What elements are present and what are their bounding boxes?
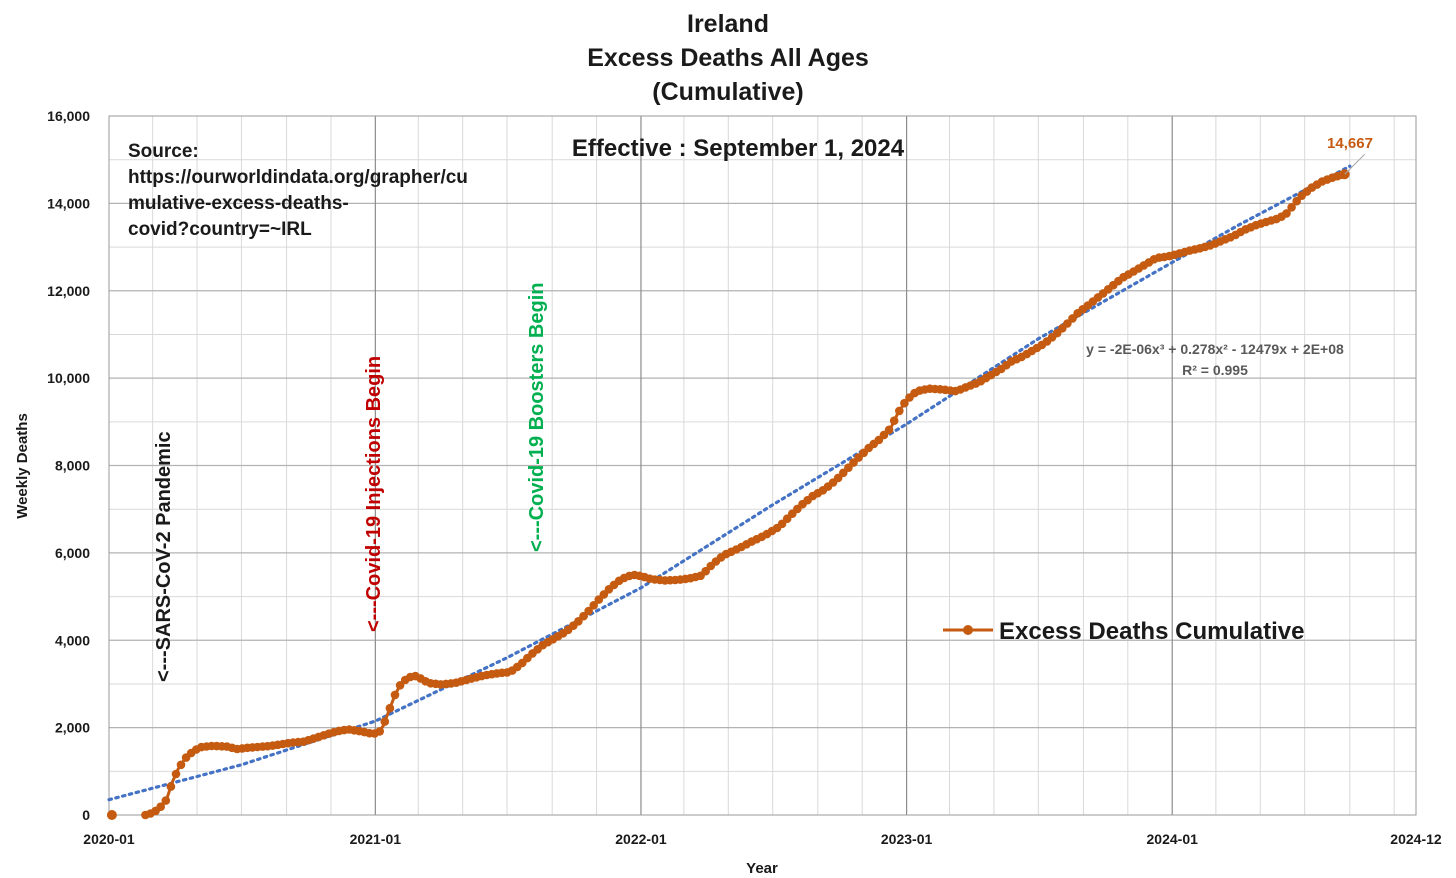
x-tick-label: 2023-01 — [881, 831, 933, 847]
series-point — [395, 681, 405, 690]
series-point — [1282, 209, 1291, 218]
last-value-label: 14,667 — [1327, 135, 1373, 152]
x-tick-label: 2021-01 — [350, 831, 402, 847]
series-point — [375, 727, 385, 736]
major-gridlines — [109, 116, 1416, 815]
chart-title-line-3: (Cumulative) — [652, 78, 803, 106]
series-point — [884, 425, 894, 435]
series-point — [380, 717, 390, 726]
series-excess-deaths — [106, 169, 1350, 820]
y-tick-label: 8,000 — [55, 458, 90, 474]
y-tick-label: 0 — [82, 807, 90, 823]
series-point — [176, 760, 186, 770]
source-url-line-3: covid?country=~IRL — [128, 219, 312, 240]
series-point — [161, 796, 171, 805]
series-point — [889, 416, 899, 426]
y-tick-label: 4,000 — [55, 632, 90, 648]
y-tick-label: 16,000 — [47, 108, 90, 124]
series-point — [900, 398, 909, 408]
chart-title-line-1: Ireland — [687, 10, 769, 38]
plot-area — [108, 115, 1417, 816]
y-axis-label: Weekly Deaths — [14, 413, 31, 519]
last-value-leader — [1344, 153, 1366, 175]
chart-title-line-2: Excess Deaths All Ages — [587, 44, 869, 72]
x-axis-label: Year — [746, 860, 778, 877]
series-point — [166, 782, 176, 791]
series-point — [1287, 203, 1296, 212]
series-point — [156, 802, 165, 811]
legend: Excess Deaths Cumulative — [943, 618, 1304, 645]
y-tick-label: 2,000 — [55, 720, 90, 736]
series-point — [106, 810, 117, 820]
legend-dot-marker — [963, 625, 973, 635]
source-label: Source: — [128, 141, 199, 162]
x-tick-label: 2024-01 — [1147, 831, 1199, 847]
y-tick-label: 10,000 — [47, 370, 90, 386]
series-point — [390, 690, 400, 700]
source-url-line-1: https://ourworldindata.org/grapher/cu — [128, 167, 468, 188]
series-point — [1292, 196, 1301, 206]
trendline-r-squared: R² = 0.995 — [1182, 362, 1248, 378]
trendline-equation: y = -2E-06x³ + 0.278x² - 12479x + 2E+08 — [1086, 341, 1344, 357]
series-point — [171, 769, 181, 779]
event-annotations: <---SARS-CoV-2 Pandemic <---Covid-19 Inje… — [153, 283, 548, 682]
series-point — [385, 703, 395, 713]
series-point — [589, 601, 598, 610]
y-tick-label: 6,000 — [55, 545, 90, 561]
y-axis-ticks: 0 2,000 4,000 6,000 8,000 10,000 12,000 14,000 1… — [47, 108, 90, 823]
plot-border — [108, 115, 1417, 816]
y-tick-label: 14,000 — [47, 195, 90, 211]
effective-date: Effective : September 1, 2024 — [572, 135, 905, 162]
series-point — [584, 606, 593, 616]
legend-entry-label: Excess Deaths Cumulative — [999, 618, 1304, 645]
event-annotation: <---Covid-19 Injections Begin — [363, 356, 385, 632]
x-tick-label: 2024-12 — [1390, 831, 1442, 847]
y-tick-label: 12,000 — [47, 283, 90, 299]
event-annotation: <---Covid-19 Boosters Begin — [526, 283, 548, 552]
x-tick-label: 2022-01 — [615, 831, 667, 847]
event-annotation: <---SARS-CoV-2 Pandemic — [153, 431, 175, 682]
x-tick-label: 2020-01 — [83, 831, 135, 847]
series-point — [895, 406, 904, 416]
source-url-line-2: mulative-excess-deaths- — [128, 193, 349, 214]
x-axis-ticks: 2020-01 2021-01 2022-01 2023-01 2024-01 2024-… — [83, 831, 1442, 847]
